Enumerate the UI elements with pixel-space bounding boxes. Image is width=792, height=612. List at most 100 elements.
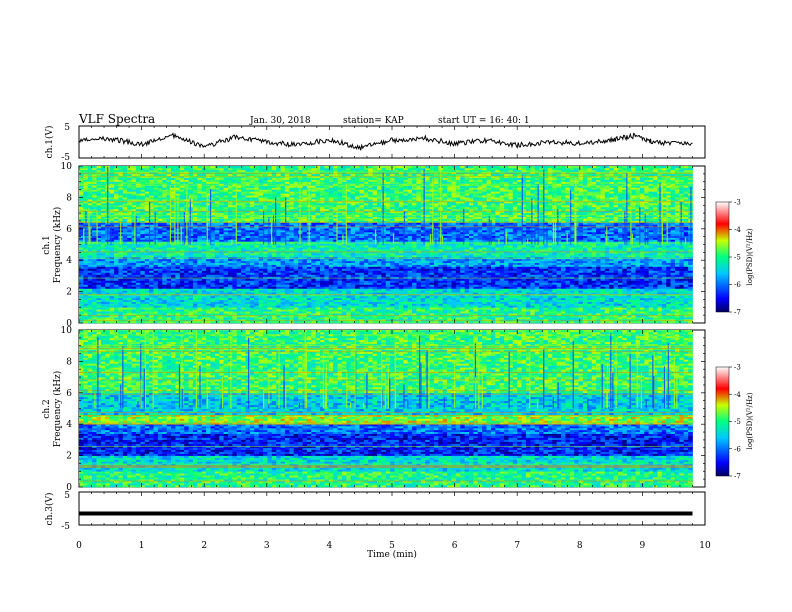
spectrogram-cell [101, 274, 106, 276]
spectrogram-cell [430, 311, 435, 313]
spectrogram-cell [482, 296, 487, 298]
spectrogram-cell [487, 266, 492, 268]
spectrogram-cell [622, 272, 627, 274]
spectrogram-cell [110, 284, 115, 286]
spectrogram-cell [469, 296, 474, 298]
spectrogram-cell [482, 255, 487, 257]
spectrogram-cell [649, 302, 654, 304]
spectrogram-cell [215, 280, 220, 282]
spectrogram-cell [526, 300, 531, 302]
spectrogram-cell [197, 259, 202, 261]
spectrogram-cell [114, 311, 119, 313]
spectrogram-cell [443, 255, 448, 257]
spectrogram-cell [329, 309, 334, 311]
spectrogram-cell [206, 282, 211, 284]
spectrogram-cell [395, 296, 400, 298]
spectrogram-cell [636, 265, 641, 267]
spectrogram-cell [97, 300, 102, 302]
spectrogram-cell [609, 282, 614, 284]
spectrogram-cell [671, 274, 676, 276]
spectrogram-cell [386, 253, 391, 255]
spectrogram-cell [180, 309, 185, 311]
spectrogram-cell [320, 307, 325, 309]
spectrogram-cell [644, 305, 649, 307]
spectrogram-cell [451, 302, 456, 304]
spectrogram-cell [149, 307, 154, 309]
spectrogram-cell [631, 309, 636, 311]
spectrogram-cell [215, 265, 220, 267]
spectrogram-cell [636, 309, 641, 311]
spectrogram-cell [653, 298, 658, 300]
spectrogram-cell [517, 296, 522, 298]
spectrogram-cell [570, 304, 575, 306]
spectrogram-cell [679, 270, 684, 272]
spectrogram-cell [368, 290, 373, 292]
spectrogram-cell [504, 302, 509, 304]
spectrogram-cell [430, 272, 435, 274]
spectrogram-cell [451, 266, 456, 268]
spectrogram-cell [193, 284, 198, 286]
spectrogram-cell [508, 298, 513, 300]
spectrogram-cell [530, 261, 535, 263]
spectrogram-cell [171, 280, 176, 282]
spectrogram-cell [158, 284, 163, 286]
spectrogram-cell [250, 278, 255, 280]
spectrogram-cell [246, 253, 251, 255]
spectrogram-cell [294, 268, 299, 270]
spectrogram-cell [500, 261, 505, 263]
spectrogram-cell [416, 263, 421, 265]
spectrogram-cell [197, 278, 202, 280]
spectrogram-cell [184, 286, 189, 288]
spectrogram-cell [206, 274, 211, 276]
spectrogram-cell [631, 259, 636, 261]
spectrogram-cell [434, 290, 439, 292]
spectrogram-cell [263, 253, 268, 255]
spectrogram-cell [381, 270, 386, 272]
spectrogram-cell [666, 286, 671, 288]
spectrogram-cell [175, 305, 180, 307]
spectrogram-cell [434, 298, 439, 300]
spectrogram-cell [171, 255, 176, 257]
spectrogram-cell [627, 278, 632, 280]
spectrogram-cell [618, 298, 623, 300]
spectrogram-cell [132, 276, 137, 278]
spectrogram-cell [605, 317, 610, 319]
spectrogram-cell [561, 263, 566, 265]
spectrogram-cell [614, 259, 619, 261]
spectrogram-cell [250, 317, 255, 319]
spectrogram-cell [127, 296, 132, 298]
spectrogram-cell [504, 304, 509, 306]
spectrogram-cell [640, 302, 645, 304]
spectrogram-cell [522, 268, 527, 270]
spectrogram-cell [140, 307, 145, 309]
spectrogram-cell [688, 282, 693, 284]
spectrogram-cell [412, 292, 417, 294]
spectrogram-cell [500, 276, 505, 278]
spectrogram-cell [451, 304, 456, 306]
spectrogram-cell [346, 261, 351, 263]
spectrogram-cell [132, 274, 137, 276]
spectrogram-cell [688, 263, 693, 265]
spectrogram-cell [215, 284, 220, 286]
spectrogram-cell [491, 268, 496, 270]
spectrogram-cell [197, 300, 202, 302]
spectrogram-cell [500, 274, 505, 276]
spectrogram-cell [346, 280, 351, 282]
spectrogram-cell [579, 302, 584, 304]
spectrogram-cell [688, 286, 693, 288]
spectrogram-cell [250, 253, 255, 255]
spectrogram-cell [228, 276, 233, 278]
spectrogram-cell [430, 265, 435, 267]
spectrogram-cell [346, 292, 351, 294]
spectrogram-cell [206, 255, 211, 257]
spectrogram-cell [508, 268, 513, 270]
spectrogram-cell [294, 272, 299, 274]
spectrogram-cell [662, 286, 667, 288]
spectrogram-cell [434, 300, 439, 302]
spectrogram-cell [390, 311, 395, 313]
spectrogram-cell [83, 259, 88, 261]
spectrogram-cell [302, 300, 307, 302]
spectrogram-cell [193, 280, 198, 282]
spectrogram-cell [412, 296, 417, 298]
spectrogram-cell [539, 259, 544, 261]
